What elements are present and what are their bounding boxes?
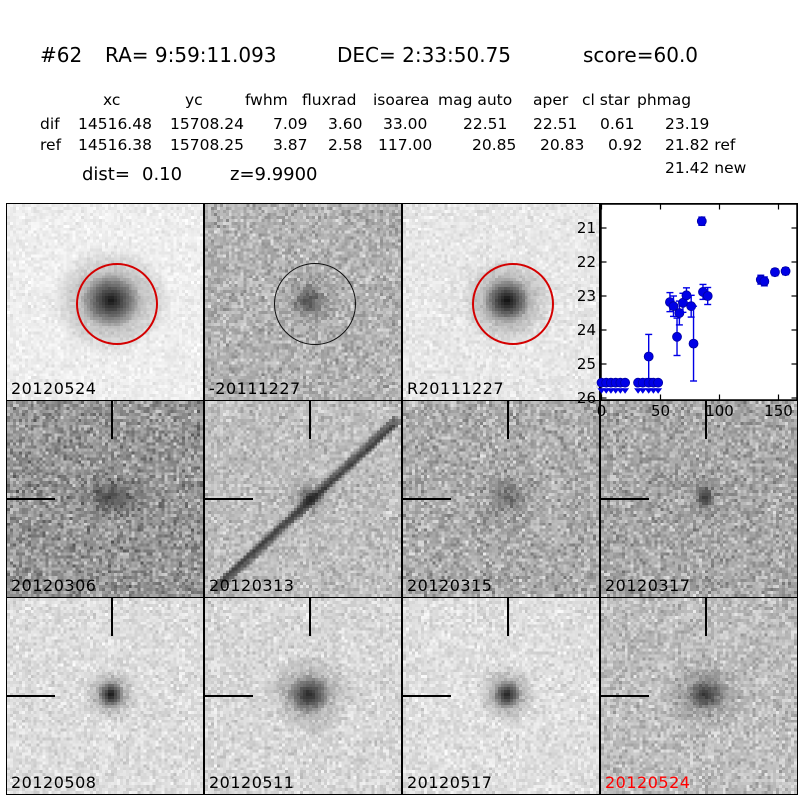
ref-xc: 14516.38 [78, 136, 152, 154]
aperture-circle-red [472, 263, 554, 345]
cutout-date-label: -20111227 [209, 379, 301, 398]
cutout-panel: 20120306 [6, 400, 204, 598]
col-header-yc: yc [185, 91, 203, 109]
cutout-date-label: 20120524 [11, 379, 97, 398]
phmag-new-value: 21.42 new [665, 159, 747, 177]
col-header-fluxrad: fluxrad [302, 91, 357, 109]
cutout-panel: 20120508 [6, 597, 204, 795]
col-header-isoarea: isoarea [373, 91, 430, 109]
ref-magauto: 20.85 [472, 136, 517, 154]
cutout-panel: 20120317 [600, 400, 798, 598]
ra-value: RA= 9:59:11.093 [105, 43, 277, 67]
dif-clstar: 0.61 [600, 115, 635, 133]
target-tick-vertical [111, 401, 113, 439]
candidate-id: #62 [40, 43, 83, 67]
cutout-date-label: 20120511 [209, 773, 295, 792]
aperture-circle-red [76, 263, 158, 345]
dist-value: 0.10 [142, 164, 183, 185]
cutout-date-label: 20120313 [209, 576, 295, 595]
ref-fluxrad: 2.58 [328, 136, 363, 154]
light-curve-panel [600, 203, 798, 401]
dif-aper: 22.51 [533, 115, 578, 133]
dec-value: DEC= 2:33:50.75 [337, 43, 512, 67]
cutout-panel: 20120524 [600, 597, 798, 795]
col-header-xc: xc [103, 91, 121, 109]
cutout-panel: 20120511 [204, 597, 402, 795]
cutout-date-label: 20120317 [605, 576, 691, 595]
target-tick-vertical [705, 598, 707, 636]
target-tick-horizontal [7, 498, 55, 500]
cutout-panel: 20120313 [204, 400, 402, 598]
ref-row-label: ref [40, 136, 62, 154]
dif-yc: 15708.24 [170, 115, 244, 133]
dif-row-label: dif [40, 115, 60, 133]
target-tick-horizontal [403, 695, 451, 697]
cutout-date-label: 20120524 [605, 773, 691, 792]
cutout-panel: 20120524 [6, 203, 204, 401]
target-tick-vertical [309, 598, 311, 636]
cutout-date-label: R20111227 [407, 379, 505, 398]
cutout-panel: R20111227 [402, 203, 600, 401]
score-value: score=60.0 [583, 43, 699, 67]
target-tick-horizontal [205, 498, 253, 500]
cutout-panel: -20111227 [204, 203, 402, 401]
col-header-aper: aper [533, 91, 569, 109]
ref-clstar: 0.92 [608, 136, 643, 154]
dif-fwhm: 7.09 [273, 115, 308, 133]
target-tick-vertical [507, 401, 509, 439]
ref-phmag: 21.82 ref [665, 136, 736, 154]
cutout-panel: 20120517 [402, 597, 600, 795]
target-tick-horizontal [601, 695, 649, 697]
target-tick-vertical [111, 598, 113, 636]
ref-yc: 15708.25 [170, 136, 244, 154]
ref-isoarea: 117.00 [378, 136, 433, 154]
ref-fwhm: 3.87 [273, 136, 308, 154]
cutout-date-label: 20120306 [11, 576, 97, 595]
col-header-phmag: phmag [637, 91, 692, 109]
target-tick-horizontal [205, 695, 253, 697]
col-header-magauto: mag auto [438, 91, 513, 109]
target-tick-horizontal [601, 498, 649, 500]
col-header-fwhm: fwhm [245, 91, 288, 109]
dif-fluxrad: 3.60 [328, 115, 363, 133]
target-tick-vertical [705, 401, 707, 439]
cutout-date-label: 20120517 [407, 773, 493, 792]
target-tick-horizontal [7, 695, 55, 697]
aperture-circle-black [274, 263, 356, 345]
dif-isoarea: 33.00 [383, 115, 428, 133]
cutout-date-label: 20120315 [407, 576, 493, 595]
dif-magauto: 22.51 [463, 115, 508, 133]
ref-aper: 20.83 [540, 136, 585, 154]
target-tick-vertical [507, 598, 509, 636]
cutout-date-label: 20120508 [11, 773, 97, 792]
cutout-panel: 20120315 [402, 400, 600, 598]
target-tick-vertical [309, 401, 311, 439]
z-value: z=9.9900 [230, 164, 318, 185]
dif-phmag: 23.19 [665, 115, 710, 133]
target-tick-horizontal [403, 498, 451, 500]
dist-label: dist= [82, 164, 130, 185]
col-header-clstar: cl star [582, 91, 630, 109]
dif-xc: 14516.48 [78, 115, 152, 133]
